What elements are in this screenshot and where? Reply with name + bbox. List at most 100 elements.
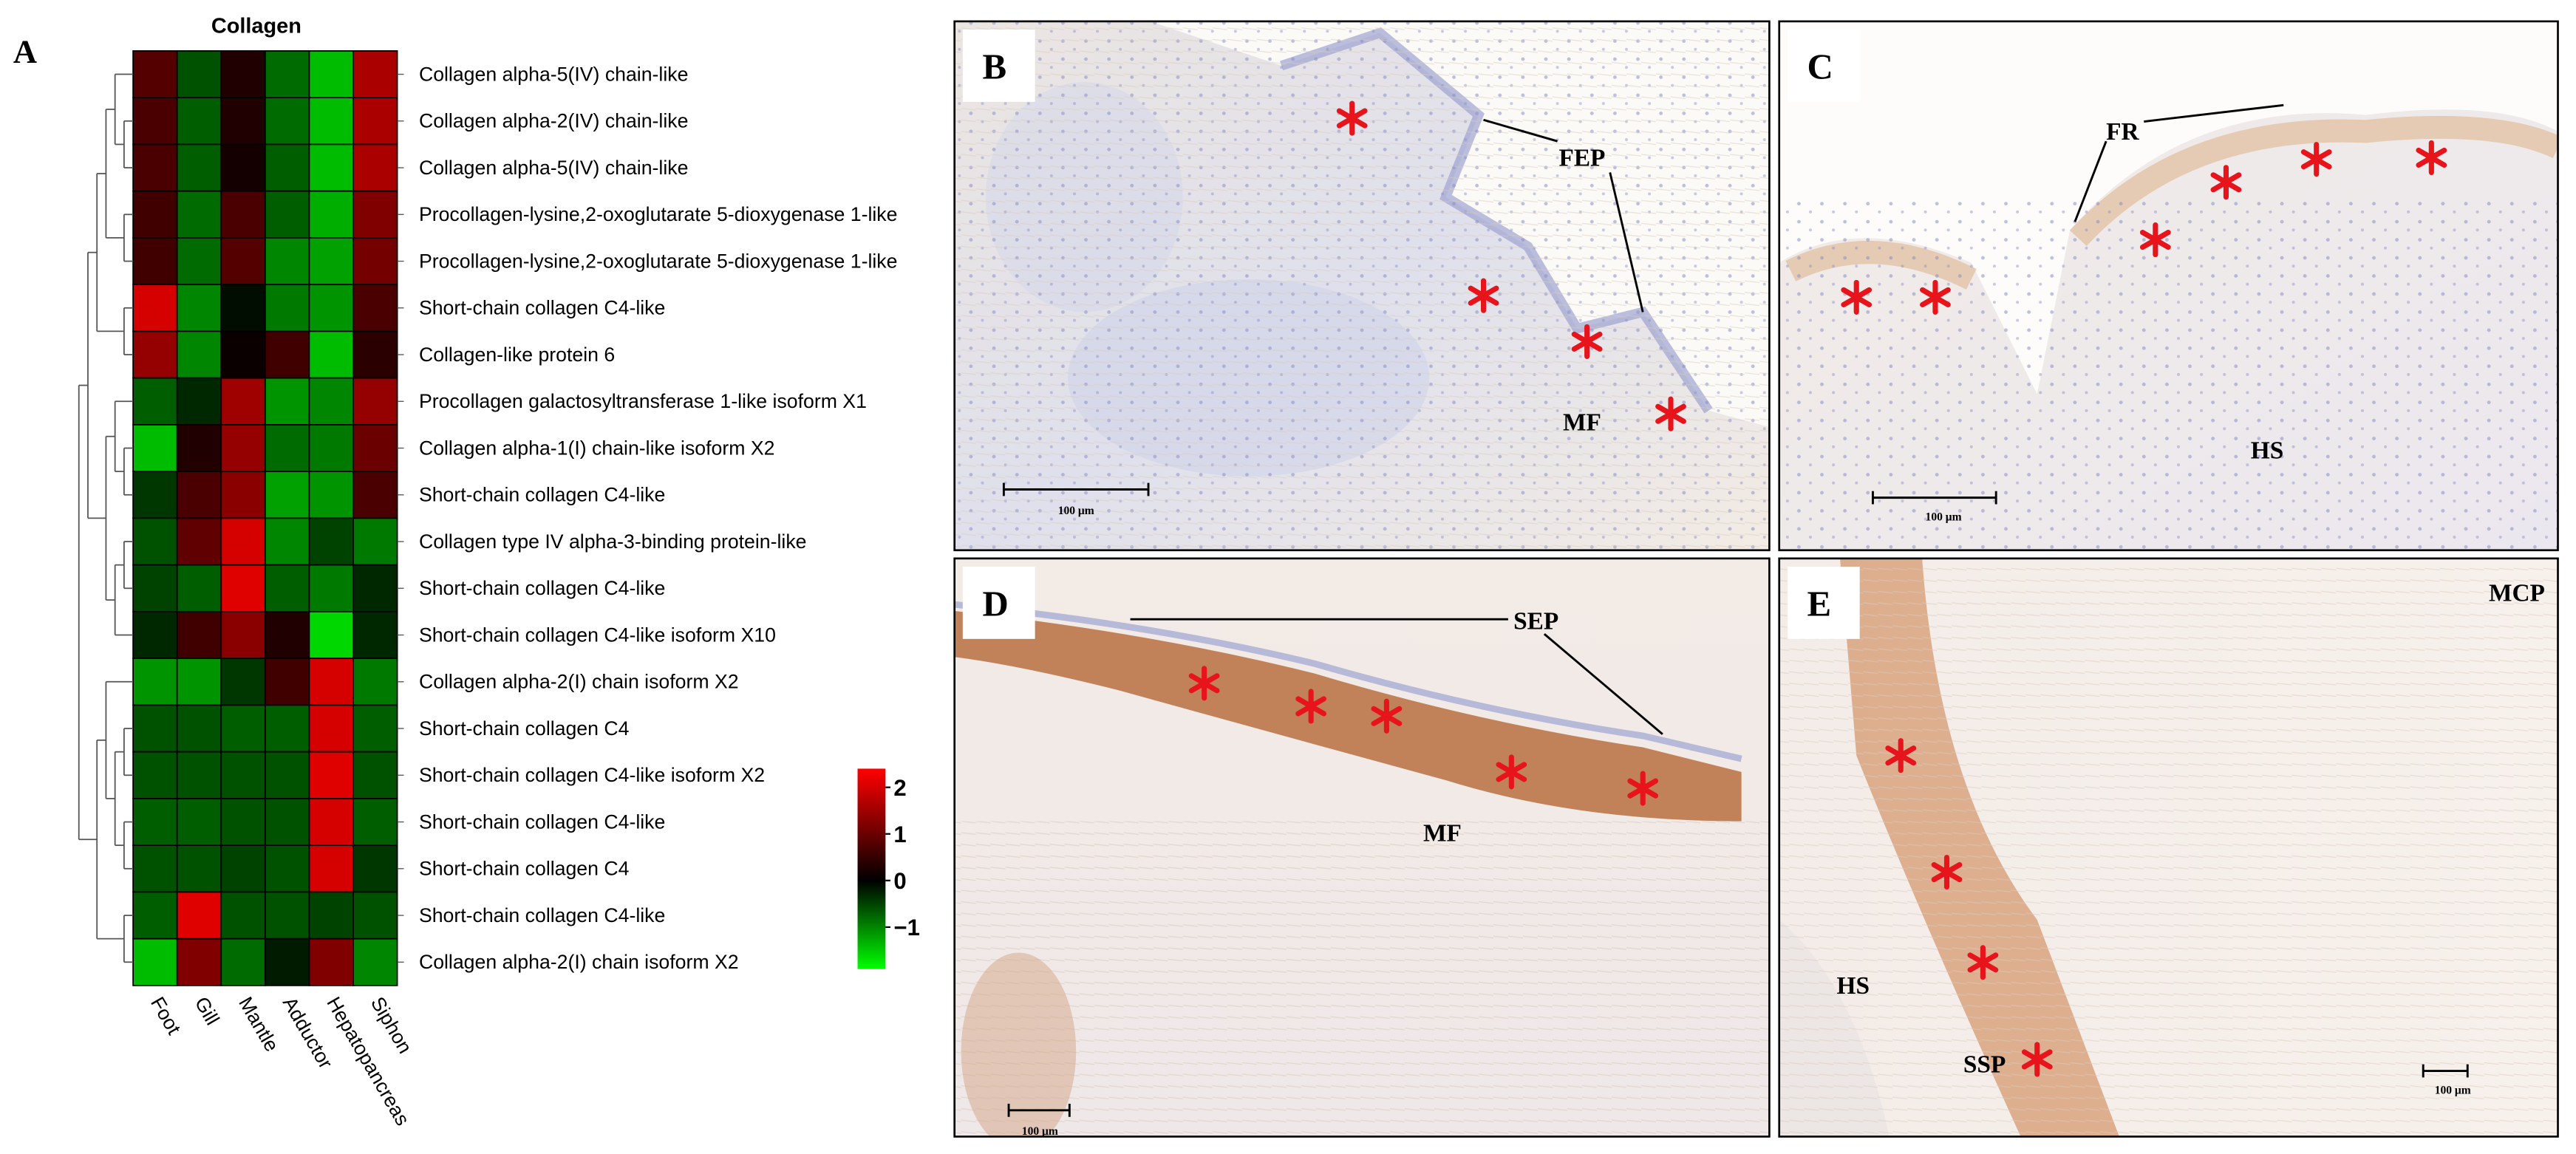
scale-bar-label: 100 μm [1058,505,1094,517]
heat-cell [308,377,354,426]
heat-cell [176,844,222,893]
annotation: MCP [2489,580,2545,607]
heat-cell [264,237,310,286]
heat-cell [220,284,266,332]
asterisk [2416,140,2447,175]
annotation: HS [2251,437,2283,464]
heat-cell [176,284,222,332]
heat-cell [220,424,266,473]
heat-cell [308,517,354,566]
row-label: Short-chain collagen C4-like [419,810,665,833]
micrograph-b [954,21,1770,550]
row-label: Collagen type IV alpha-3-binding protein… [419,530,807,553]
colorbar-tick-label: −1 [893,915,919,940]
heat-cell [352,237,398,286]
heat-cell [132,237,178,286]
scale-bar-label: 100 μm [1926,511,1962,524]
row-label: Procollagen galactosyltransferase 1-like… [419,390,867,412]
row-label: Short-chain collagen C4-like [419,484,665,506]
heat-cell [176,50,222,99]
micrograph-d [954,558,1770,1137]
heat-cell [132,284,178,332]
heat-cell [352,564,398,612]
heat-cell [352,891,398,940]
row-label: Short-chain collagen C4-like [419,297,665,319]
panel-label: B [982,47,1006,87]
heat-cell [352,751,398,799]
heat-cell [308,751,354,799]
heat-cell [132,564,178,612]
heat-cell [264,611,310,660]
heat-cell [308,143,354,192]
row-label: Short-chain collagen C4 [419,717,630,740]
annotation: MF [1563,409,1601,436]
asterisks [1188,100,2447,1077]
heat-cell [352,704,398,753]
heat-cell [176,517,222,566]
heat-cell [220,704,266,753]
row-label: Short-chain collagen C4-like [419,577,665,599]
asterisk [1295,689,1327,724]
heat-cell [308,704,354,753]
heat-cell [352,190,398,239]
heat-cell [264,517,310,566]
heat-cell [220,564,266,612]
asterisk [1336,100,1368,136]
heat-cell [352,844,398,893]
heat-cell [220,938,266,986]
asterisk [1496,754,1527,790]
annotation: HS [1837,972,1870,1000]
heat-cell [132,143,178,192]
heat-cell [176,330,222,379]
heat-cell [220,97,266,146]
heat-cell [308,237,354,286]
heat-cell [352,50,398,99]
heat-cell [132,190,178,239]
heat-cell [176,798,222,847]
label-boxes [962,30,1860,639]
heat-cell [220,471,266,519]
heat-cell [308,424,354,473]
leader-lines [1002,103,2469,1117]
heat-cell [176,190,222,239]
heat-cell [220,330,266,379]
heat-cell [264,844,310,893]
heat-cell [176,471,222,519]
heat-cell [220,50,266,99]
heat-cell [308,891,354,940]
heat-cell [352,424,398,473]
heat-cell [264,704,310,753]
heat-cell [308,564,354,612]
heat-cell [308,938,354,986]
heat-cell [264,330,310,379]
column-label: Gill [191,993,224,1028]
heat-cell [176,237,222,286]
heat-cell [352,611,398,660]
asterisk [1188,666,1220,701]
heat-cell [352,284,398,332]
row-label: Collagen alpha-2(I) chain isoform X2 [419,671,739,693]
row-label: Collagen alpha-5(IV) chain-like [419,157,689,179]
heat-cell [176,377,222,426]
heat-cell [220,517,266,566]
heat-cell [308,611,354,660]
chart-title: Collagen [211,14,301,38]
heat-cell [352,143,398,192]
row-label: Short-chain collagen C4-like isoform X2 [419,764,765,786]
heat-cell [264,751,310,799]
row-label: Collagen alpha-2(I) chain isoform X2 [419,951,739,973]
heat-cell [264,938,310,986]
heat-cell [352,377,398,426]
heat-cell [132,938,178,986]
heat-cell [132,97,178,146]
asterisk [1841,279,1873,315]
heat-cell [352,798,398,847]
heat-cell [220,377,266,426]
asterisk [1655,396,1686,431]
heat-cell [176,424,222,473]
heat-cell [308,284,354,332]
asterisk [2021,1042,2053,1077]
heat-cell [264,97,310,146]
panel-label: E [1807,584,1832,624]
heat-cell [220,611,266,660]
